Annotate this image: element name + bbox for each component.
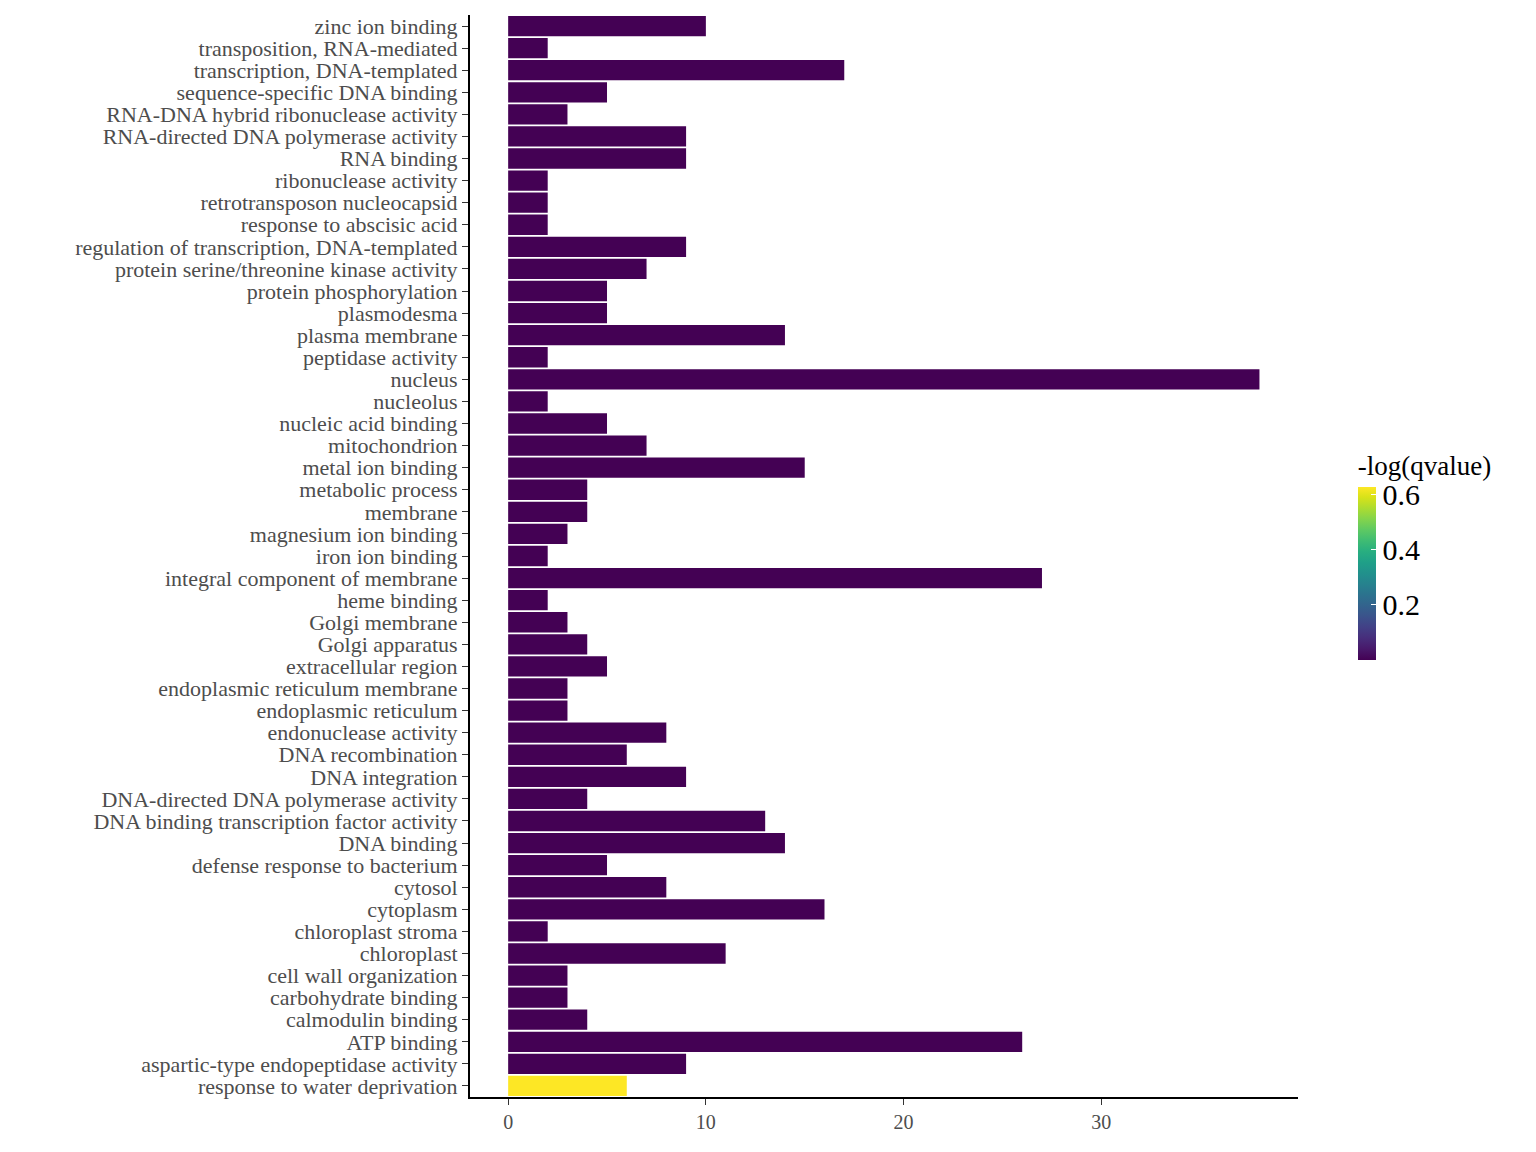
- svg-text:endoplasmic reticulum membrane: endoplasmic reticulum membrane: [158, 676, 457, 701]
- svg-text:sequence-specific DNA binding: sequence-specific DNA binding: [177, 80, 458, 105]
- svg-text:calmodulin binding: calmodulin binding: [286, 1007, 458, 1032]
- svg-text:endoplasmic reticulum: endoplasmic reticulum: [257, 698, 458, 723]
- svg-text:extracellular region: extracellular region: [286, 654, 458, 679]
- svg-text:metabolic process: metabolic process: [299, 477, 457, 502]
- svg-text:protein phosphorylation: protein phosphorylation: [247, 279, 458, 304]
- svg-text:0: 0: [503, 1111, 513, 1133]
- svg-text:0.2: 0.2: [1383, 588, 1421, 621]
- svg-text:cell wall organization: cell wall organization: [267, 963, 457, 988]
- svg-text:regulation of transcription, D: regulation of transcription, DNA-templat…: [75, 235, 457, 260]
- svg-text:plasma membrane: plasma membrane: [297, 323, 458, 348]
- svg-text:transposition, RNA-mediated: transposition, RNA-mediated: [199, 36, 458, 61]
- svg-text:nucleolus: nucleolus: [373, 389, 457, 414]
- svg-text:aspartic-type endopeptidase ac: aspartic-type endopeptidase activity: [141, 1052, 457, 1077]
- svg-text:Golgi membrane: Golgi membrane: [309, 610, 457, 635]
- svg-text:ribonuclease activity: ribonuclease activity: [275, 168, 458, 193]
- svg-text:nucleus: nucleus: [390, 367, 457, 392]
- svg-text:response to abscisic acid: response to abscisic acid: [241, 212, 458, 237]
- svg-text:protein serine/threonine kinas: protein serine/threonine kinase activity: [115, 257, 458, 282]
- svg-text:mitochondrion: mitochondrion: [328, 433, 458, 458]
- svg-text:zinc ion binding: zinc ion binding: [315, 14, 458, 39]
- svg-text:plasmodesma: plasmodesma: [338, 301, 458, 326]
- svg-text:iron ion binding: iron ion binding: [316, 544, 458, 569]
- svg-text:DNA binding transcription fact: DNA binding transcription factor activit…: [93, 809, 457, 834]
- svg-text:defense response to bacterium: defense response to bacterium: [192, 853, 458, 878]
- svg-text:10: 10: [696, 1111, 716, 1133]
- svg-text:metal ion binding: metal ion binding: [302, 455, 457, 480]
- svg-text:0.4: 0.4: [1383, 533, 1421, 566]
- svg-text:RNA binding: RNA binding: [340, 146, 458, 171]
- svg-text:nucleic acid binding: nucleic acid binding: [279, 411, 457, 436]
- svg-text:response to water deprivation: response to water deprivation: [198, 1074, 458, 1099]
- svg-text:integral component of membrane: integral component of membrane: [165, 566, 458, 591]
- svg-text:heme binding: heme binding: [337, 588, 457, 613]
- svg-text:DNA recombination: DNA recombination: [279, 742, 458, 767]
- svg-text:retrotransposon nucleocapsid: retrotransposon nucleocapsid: [200, 190, 457, 215]
- svg-text:magnesium ion binding: magnesium ion binding: [250, 522, 458, 547]
- svg-text:30: 30: [1091, 1111, 1111, 1133]
- svg-text:carbohydrate binding: carbohydrate binding: [270, 985, 458, 1010]
- svg-text:membrane: membrane: [365, 500, 458, 525]
- svg-text:endonuclease activity: endonuclease activity: [268, 720, 458, 745]
- svg-text:DNA-directed DNA polymerase ac: DNA-directed DNA polymerase activity: [101, 787, 457, 812]
- svg-text:DNA binding: DNA binding: [338, 831, 457, 856]
- svg-text:ATP binding: ATP binding: [347, 1030, 458, 1055]
- svg-text:20: 20: [894, 1111, 914, 1133]
- svg-text:cytoplasm: cytoplasm: [367, 897, 457, 922]
- svg-text:cytosol: cytosol: [394, 875, 458, 900]
- svg-text:0.6: 0.6: [1383, 478, 1421, 511]
- svg-text:transcription, DNA-templated: transcription, DNA-templated: [194, 58, 458, 83]
- svg-text:RNA-DNA hybrid ribonuclease ac: RNA-DNA hybrid ribonuclease activity: [106, 102, 457, 127]
- svg-text:-log(qvalue): -log(qvalue): [1358, 451, 1491, 481]
- svg-text:DNA integration: DNA integration: [310, 765, 457, 790]
- svg-text:RNA-directed DNA polymerase ac: RNA-directed DNA polymerase activity: [103, 124, 458, 149]
- svg-text:chloroplast: chloroplast: [360, 941, 458, 966]
- svg-text:chloroplast stroma: chloroplast stroma: [294, 919, 457, 944]
- svg-text:peptidase activity: peptidase activity: [303, 345, 458, 370]
- svg-text:Golgi apparatus: Golgi apparatus: [318, 632, 458, 657]
